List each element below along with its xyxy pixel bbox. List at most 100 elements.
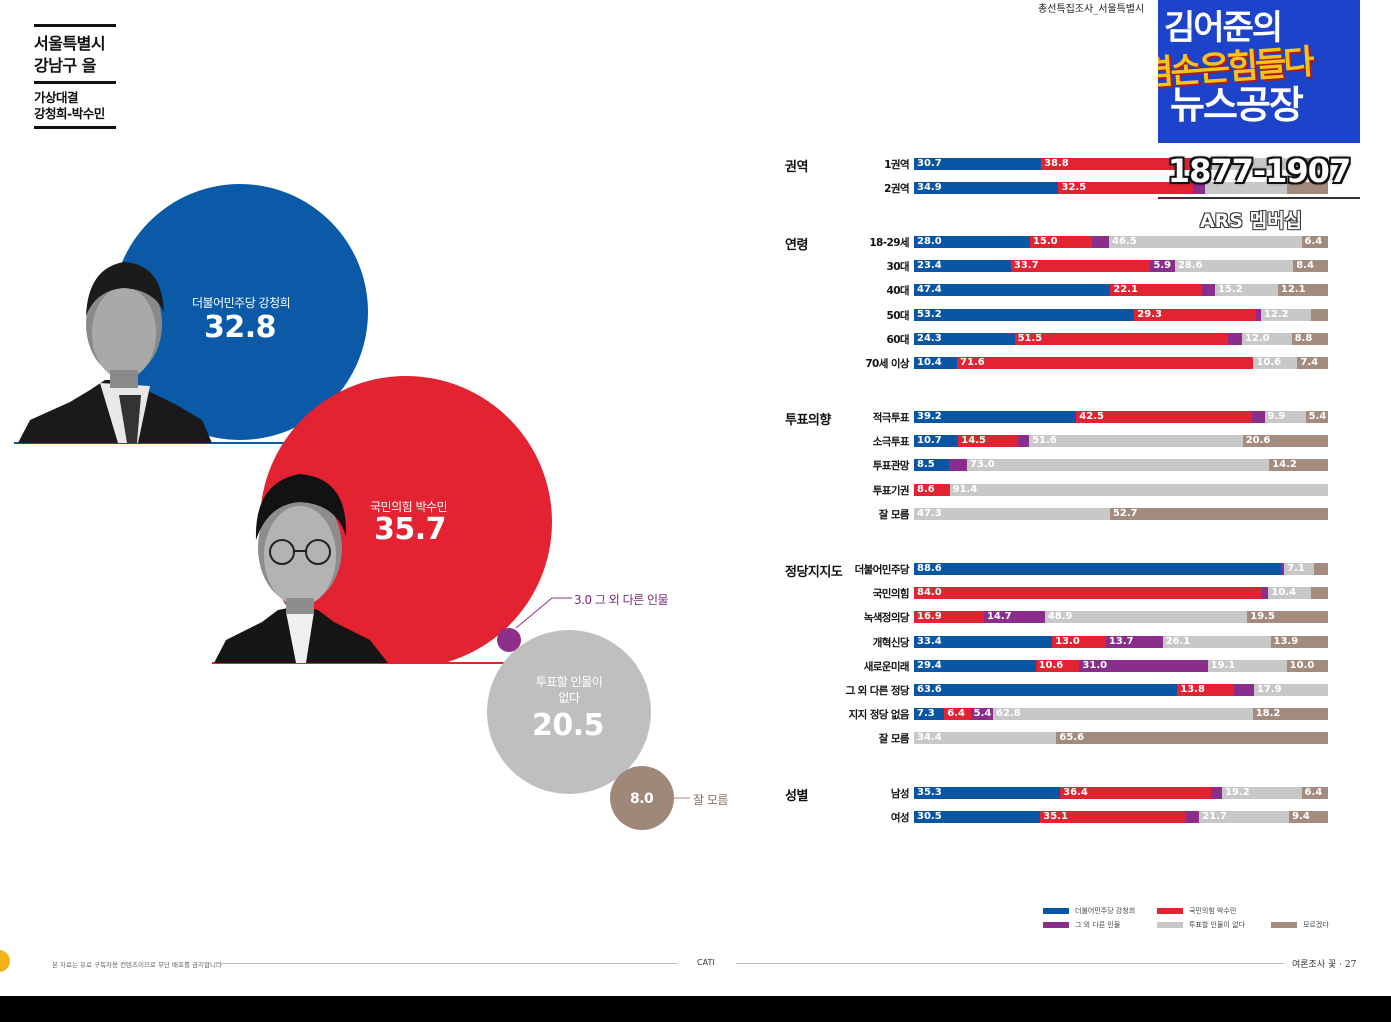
bar-segment-other <box>1105 635 1163 648</box>
bar-segment-other <box>1201 158 1213 170</box>
legend-swatch-ppp <box>1157 908 1183 914</box>
bar-value-label: 39.2 <box>917 411 942 422</box>
news-factory-logo: 김어준의 겸손은힘들다 뉴스공장 <box>1158 0 1360 143</box>
stacked-bar-chart: 권역 1권역 30.7 38.8 2권역 34.9 32.5 연령 18-29세 28.0 15.0… <box>785 158 1329 824</box>
bar-segment-none <box>992 708 1254 721</box>
bar-value-label: 15.2 <box>1217 284 1243 296</box>
bar-segment-none <box>1260 308 1312 321</box>
bar-segment-none <box>1205 182 1288 195</box>
bubble-unknown-label: 잘 모름 <box>693 793 728 807</box>
bar-value-label: 19.2 <box>1225 787 1250 798</box>
row-label: 더불어민주당 <box>854 564 910 576</box>
bar-value-label: 38.8 <box>1044 158 1069 169</box>
legend-item-other: 그 외 다른 인물 <box>1043 920 1120 930</box>
bar-segment-other <box>949 459 968 472</box>
bar-value-label: 51.5 <box>1017 332 1043 344</box>
bar-value-label: 33.7 <box>1013 260 1039 272</box>
bar-value-label: 46.5 <box>1111 236 1137 247</box>
bar-segment-dem <box>914 435 959 448</box>
bar-segment-unknown <box>1313 563 1329 575</box>
legend-label-unknown: 모르겠다 <box>1303 921 1329 929</box>
bar-segment-none <box>1199 811 1290 824</box>
bar-segment-unknown <box>1301 236 1329 248</box>
bubble-ppp-label: 국민의힘 박수민 <box>370 500 448 514</box>
bar-value-label: 5.9 <box>1153 260 1172 272</box>
legend-label-dem: 더불어민주당 강청희 <box>1075 907 1136 915</box>
bar-segment-dem <box>914 635 1053 648</box>
bar-value-label: 6.4 <box>1304 236 1323 247</box>
footer-page-number: 여론조사 꽃 · 27 <box>1292 960 1357 970</box>
row-label: 1권역 <box>884 159 909 171</box>
bar-value-label: 28.6 <box>1177 260 1203 272</box>
bar-segment-ppp <box>958 435 1019 448</box>
group-title: 정당지지도 <box>785 565 843 580</box>
row-label: 개혁신당 <box>872 636 910 649</box>
bar-value-label: 62.8 <box>995 708 1021 720</box>
bubble-none <box>487 630 651 794</box>
region-title: 서울특별시 강남구 을 <box>34 34 106 75</box>
bar-value-label: 73.0 <box>969 459 995 471</box>
bar-segment-ppp <box>1052 635 1107 648</box>
bar-segment-other <box>970 708 994 721</box>
bar-segment-unknown <box>1311 587 1329 600</box>
bar-value-label: 21.7 <box>1202 811 1227 823</box>
bar-value-label: 31.0 <box>1082 659 1108 671</box>
row-label: 40대 <box>886 285 910 298</box>
bar-segment-unknown <box>1289 811 1329 824</box>
bar-segment-unknown <box>1311 308 1329 321</box>
row-label: 소극투표 <box>872 436 910 449</box>
bar-segment-ppp <box>914 483 950 496</box>
bar-segment-unknown <box>1109 507 1329 520</box>
bar-segment-none <box>1264 411 1307 423</box>
bubble-dem-label: 더불어민주당 강청희 <box>192 296 291 310</box>
bar-segment-dem <box>914 357 958 369</box>
bar-segment-ppp <box>1040 811 1186 824</box>
bar-value-label: 47.3 <box>917 507 942 519</box>
bar-segment-dem <box>914 684 1178 696</box>
footer-sun-icon <box>0 950 10 972</box>
bar-segment-ppp <box>1076 411 1253 423</box>
bar-segment-other <box>1079 659 1209 672</box>
row-label: 18-29세 <box>869 237 909 249</box>
bar-segment-none <box>1044 611 1248 624</box>
bar-segment-ppp <box>1134 308 1256 321</box>
bar-segment-ppp <box>1029 236 1093 248</box>
bar-segment-none <box>1253 684 1329 696</box>
bar-value-label: 8.5 <box>917 459 935 471</box>
legend-swatch-other <box>1043 922 1069 928</box>
header-snippet: 총선특집조사_서울특별시 <box>1038 4 1145 15</box>
footer-method: CATI <box>697 958 715 967</box>
bar-value-label: 5.4 <box>1308 411 1327 422</box>
bar-segment-unknown <box>1286 659 1329 672</box>
bar-segment-other <box>1193 182 1206 195</box>
bar-segment-unknown <box>1242 435 1329 448</box>
bar-segment-other <box>1255 308 1262 321</box>
bar-value-label: 26.1 <box>1165 635 1191 647</box>
bar-value-label: 30.7 <box>917 158 942 169</box>
logo-line3: 뉴스공장 <box>1170 83 1304 127</box>
row-label: 적극투표 <box>872 412 910 424</box>
bar-segment-unknown <box>1301 787 1329 799</box>
bar-segment-ppp <box>1177 684 1235 696</box>
footer-notice: 본 자료는 유료 구독자용 컨텐츠이므로 무단 배포를 금지합니다 <box>52 961 222 969</box>
legend-item-none: 투표할 인물이 없다 <box>1157 920 1245 930</box>
bar-value-label: 9.4 <box>1292 811 1310 823</box>
bar-value-label: 10.4 <box>917 357 942 368</box>
bar-value-label: 34.4 <box>917 732 942 744</box>
bar-value-label: 71.6 <box>960 357 985 368</box>
bar-segment-none <box>1029 435 1244 448</box>
bar-segment-none <box>949 483 1329 496</box>
bar-segment-unknown <box>1297 357 1329 369</box>
bubble-dem-value: 32.8 <box>204 310 277 345</box>
row-label: 잘 모름 <box>878 733 910 746</box>
bar-segment-ppp <box>1014 332 1229 345</box>
group-title: 성별 <box>785 789 808 804</box>
group-title: 투표의향 <box>785 413 831 428</box>
bar-value-label: 16.9 <box>917 611 942 623</box>
bar-value-label: 15.0 <box>1032 236 1058 247</box>
bar-segment-dem <box>914 811 1041 824</box>
callout-line-other <box>515 597 572 629</box>
group-title: 권역 <box>785 160 808 175</box>
bar-value-label: 10.4 <box>1271 587 1297 599</box>
row-label: 지지 정당 없음 <box>848 709 910 722</box>
